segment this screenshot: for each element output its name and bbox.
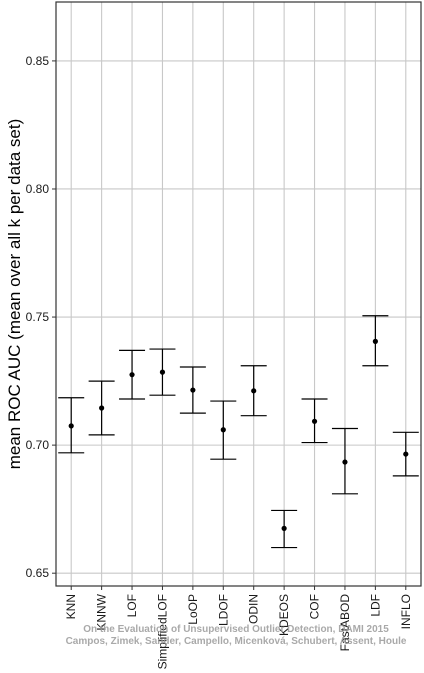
x-tick-label: FastABOD	[338, 594, 352, 652]
error-bar-group	[392, 431, 419, 477]
y-tick-label: 0.75	[26, 310, 50, 324]
data-point	[220, 427, 226, 433]
x-tick-label: LoOP	[186, 594, 200, 625]
error-bar-group	[119, 349, 146, 400]
watermark-line: Campos, Zimek, Sander, Campello, Micenko…	[66, 636, 407, 647]
data-point	[68, 423, 74, 429]
panel-border	[55, 1, 422, 587]
watermark: On the Evaluation of Unsupervised Outlie…	[66, 624, 407, 647]
x-tick-label: LDOF	[216, 594, 230, 626]
data-point	[342, 459, 348, 465]
data-point	[372, 338, 378, 344]
data-point	[311, 418, 318, 424]
data-point	[281, 525, 287, 531]
x-tick-label: KNN	[64, 594, 78, 619]
data-point	[190, 387, 196, 393]
x-tick-label: KNNW	[95, 593, 109, 630]
error-bar-group	[331, 427, 358, 495]
x-tick-label: LOF	[125, 594, 139, 617]
x-tick-label: KDEOS	[277, 594, 291, 636]
x-tick-label: LDF	[368, 594, 382, 617]
error-bar-group	[362, 315, 389, 367]
chart-marks	[58, 315, 419, 549]
error-bar-group	[271, 509, 298, 549]
error-bar-group	[88, 380, 115, 436]
error-bar-group	[149, 348, 176, 396]
data-point	[159, 369, 166, 375]
axes: 0.65 0.70 0.75 0.80 0.85 KNN KNNW LOF Simplified…	[26, 54, 413, 669]
data-point	[99, 405, 105, 411]
watermark-line: On the Evaluation of Unsupervised Outlie…	[83, 624, 389, 635]
grid	[56, 2, 421, 586]
data-point	[129, 372, 135, 378]
y-axis-title: mean ROC AUC (mean over all k per data s…	[5, 119, 24, 470]
error-bar-group	[301, 398, 328, 444]
error-bar-group	[58, 397, 85, 454]
data-point	[403, 451, 409, 457]
y-tick-label: 0.85	[26, 54, 50, 68]
y-tick-label: 0.65	[26, 566, 50, 580]
x-tick-label: COF	[308, 594, 322, 619]
error-bar-group	[179, 366, 206, 414]
x-tick-label: SimplifiedLOF	[155, 594, 169, 669]
y-tick-label: 0.80	[26, 182, 50, 196]
y-tick-label: 0.70	[26, 438, 50, 452]
error-bar-group	[240, 365, 267, 417]
x-tick-label: ODIN	[247, 594, 261, 624]
data-point	[251, 388, 257, 394]
error-bar-group	[210, 400, 237, 460]
x-tick-label: INFLO	[399, 594, 413, 629]
